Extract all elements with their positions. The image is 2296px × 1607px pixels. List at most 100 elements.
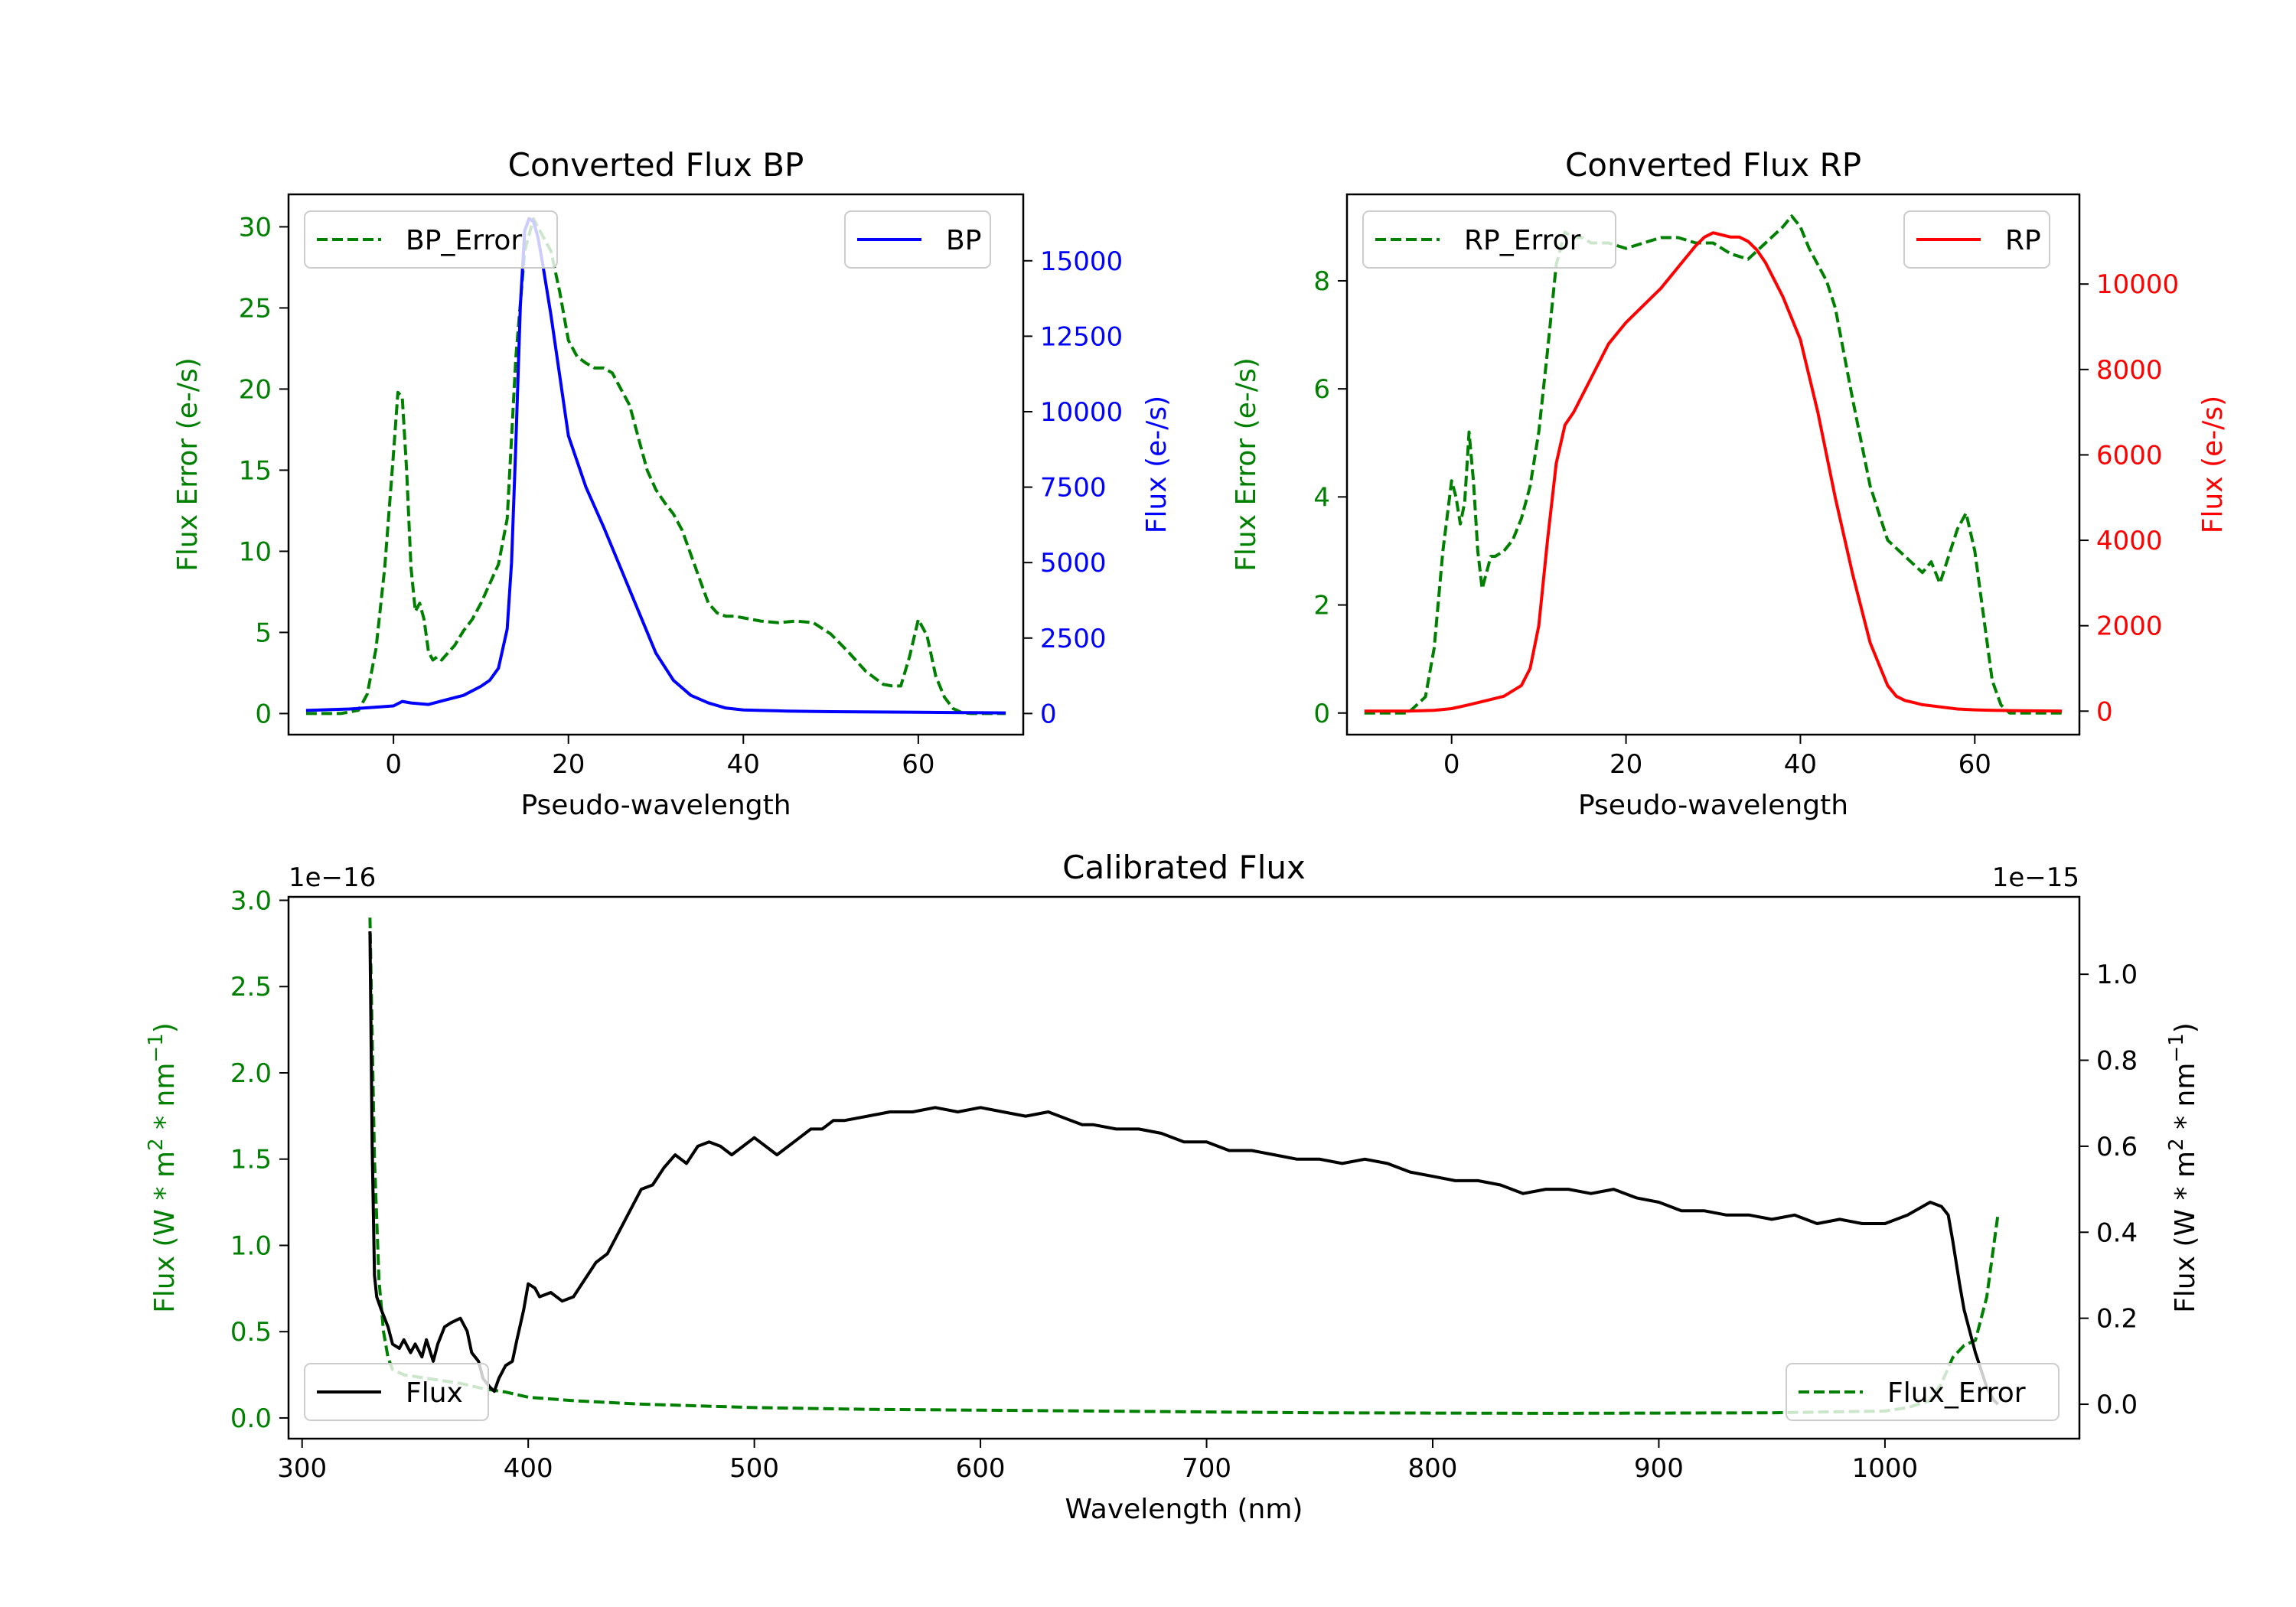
y-left-tick-label: 15 xyxy=(239,455,272,486)
legend-box xyxy=(1786,1363,2060,1421)
y-left-axis-label: Flux (W * m2 * nm−1) xyxy=(145,1022,181,1313)
legend-label: RP xyxy=(2005,225,2041,256)
y-right-tick-label: 2500 xyxy=(1040,624,1107,654)
y-right-axis-label: Flux (e-/s) xyxy=(2197,396,2229,533)
chart-title: Converted Flux RP xyxy=(1565,146,1861,184)
legend-rp-error: RP_Error xyxy=(1362,210,1616,269)
y-right-tick-label: 0.0 xyxy=(2096,1390,2138,1420)
y-right-axis-label: Flux (e-/s) xyxy=(1141,396,1172,533)
x-tick-label: 900 xyxy=(1634,1453,1684,1484)
series-line-rp xyxy=(1364,231,2063,713)
y-right-tick-label: 2000 xyxy=(2096,611,2163,642)
x-axis-label: Pseudo-wavelength xyxy=(1578,790,1848,821)
y-right-tick-label: 15000 xyxy=(1040,246,1123,277)
x-tick-label: 700 xyxy=(1182,1453,1231,1484)
y-left-axis-label: Flux Error (e-/s) xyxy=(1231,357,1262,572)
series-line-flux xyxy=(368,931,1999,1406)
legend-label: BP_Error xyxy=(406,225,522,256)
x-tick-label: 40 xyxy=(727,749,760,780)
series-line-bp-error xyxy=(305,217,1006,715)
y-right-tick-label: 7500 xyxy=(1040,473,1107,504)
y-left-tick-label: 2 xyxy=(1313,591,1330,621)
y-left-tick-label: 1.0 xyxy=(230,1231,272,1261)
y-right-tick-label: 0.6 xyxy=(2096,1132,2138,1162)
y-left-axis-label: Flux Error (e-/s) xyxy=(172,357,204,572)
x-axis-label: Wavelength (nm) xyxy=(1065,1494,1303,1525)
x-tick-label: 20 xyxy=(552,749,585,780)
chart-title: Converted Flux BP xyxy=(508,146,804,184)
y-left-tick-label: 3.0 xyxy=(230,886,272,917)
y-right-tick-label: 6000 xyxy=(2096,440,2163,471)
y-left-tick-label: 0 xyxy=(1313,699,1330,729)
y-left-tick-label: 1.5 xyxy=(230,1145,272,1175)
y-left-tick-label: 2.0 xyxy=(230,1058,272,1089)
legend-flux-error: Flux_Error xyxy=(1786,1363,2060,1421)
legend-box xyxy=(1362,210,1616,269)
series-group xyxy=(368,918,2000,1415)
series-line-bp xyxy=(305,217,1006,715)
x-tick-label: 0 xyxy=(385,749,402,780)
legend-rp: RP xyxy=(1903,210,2050,269)
y-right-tick-label: 12500 xyxy=(1040,321,1123,352)
x-tick-label: 20 xyxy=(1609,749,1642,780)
x-tick-label: 300 xyxy=(277,1453,327,1484)
series-line-rp-error xyxy=(1364,214,2063,715)
y-left-tick-label: 5 xyxy=(255,618,272,648)
axes-frame xyxy=(287,193,1025,736)
y-right-tick-label: 0 xyxy=(1040,699,1057,729)
y-right-tick-label: 0.4 xyxy=(2096,1217,2138,1248)
chart-title: Calibrated Flux xyxy=(1062,849,1306,886)
y-right-tick-label: 0.8 xyxy=(2096,1046,2138,1077)
y-left-tick-label: 4 xyxy=(1313,482,1330,513)
y-right-tick-label: 10000 xyxy=(2096,269,2179,300)
y-right-tick-label: 1.0 xyxy=(2096,960,2138,990)
series-line-flux-error xyxy=(368,918,2000,1415)
x-tick-label: 500 xyxy=(729,1453,779,1484)
legend-label: RP_Error xyxy=(1464,225,1581,256)
y-left-tick-label: 10 xyxy=(239,536,272,567)
legend-label: Flux_Error xyxy=(1887,1377,2026,1409)
y-left-tick-label: 25 xyxy=(239,293,272,324)
legend-label: BP xyxy=(946,225,981,256)
y-right-tick-label: 8000 xyxy=(2096,355,2163,386)
y-right-tick-label: 0.2 xyxy=(2096,1304,2138,1335)
y-left-tick-label: 0.5 xyxy=(230,1317,272,1348)
axes-frame xyxy=(1345,193,2081,736)
panel-calibrated: Calibrated Flux 300 400 500 600 700 800 900 1000… xyxy=(145,849,2201,1525)
y-right-tick-label: 4000 xyxy=(2096,526,2163,556)
legend-box xyxy=(304,210,558,269)
x-tick-label: 40 xyxy=(1784,749,1817,780)
y-right-offset-text: 1e−15 xyxy=(1992,862,2079,893)
y-left-tick-label: 6 xyxy=(1313,374,1330,405)
legend-bp: BP xyxy=(844,210,991,269)
legend-box xyxy=(304,1363,489,1421)
y-left-tick-label: 0 xyxy=(255,699,272,729)
x-tick-label: 0 xyxy=(1443,749,1460,780)
y-right-tick-label: 5000 xyxy=(1040,548,1107,579)
y-right-tick-label: 0 xyxy=(2096,696,2113,727)
x-tick-label: 400 xyxy=(504,1453,553,1484)
panel-bp: Converted Flux BP 0 20 40 60 0 5 10 15 20 25 30 0 250… xyxy=(172,146,1172,821)
series-group xyxy=(305,217,1006,715)
legend-flux: Flux xyxy=(304,1363,489,1421)
axes-frame xyxy=(287,895,2081,1440)
x-tick-label: 800 xyxy=(1408,1453,1458,1484)
y-left-tick-label: 8 xyxy=(1313,266,1330,297)
y-left-offset-text: 1e−16 xyxy=(289,862,376,893)
y-left-tick-label: 0.0 xyxy=(230,1403,272,1434)
x-tick-label: 60 xyxy=(902,749,934,780)
x-tick-label: 600 xyxy=(956,1453,1006,1484)
x-tick-label: 1000 xyxy=(1852,1453,1919,1484)
y-right-axis-label: Flux (W * m2 * nm−1) xyxy=(2165,1022,2201,1313)
y-left-tick-label: 30 xyxy=(239,212,272,243)
series-group xyxy=(1364,214,2063,715)
x-axis-label: Pseudo-wavelength xyxy=(520,790,791,821)
x-tick-label: 60 xyxy=(1958,749,1991,780)
y-left-tick-label: 2.5 xyxy=(230,972,272,1002)
y-right-tick-label: 10000 xyxy=(1040,397,1123,428)
panel-rp: Converted Flux RP 0 20 40 60 0 2 4 6 8 0 2000 4000 60… xyxy=(1231,146,2229,821)
legend-label: Flux xyxy=(406,1377,463,1409)
y-left-tick-label: 20 xyxy=(239,374,272,405)
legend-bp-error: BP_Error xyxy=(304,210,558,269)
